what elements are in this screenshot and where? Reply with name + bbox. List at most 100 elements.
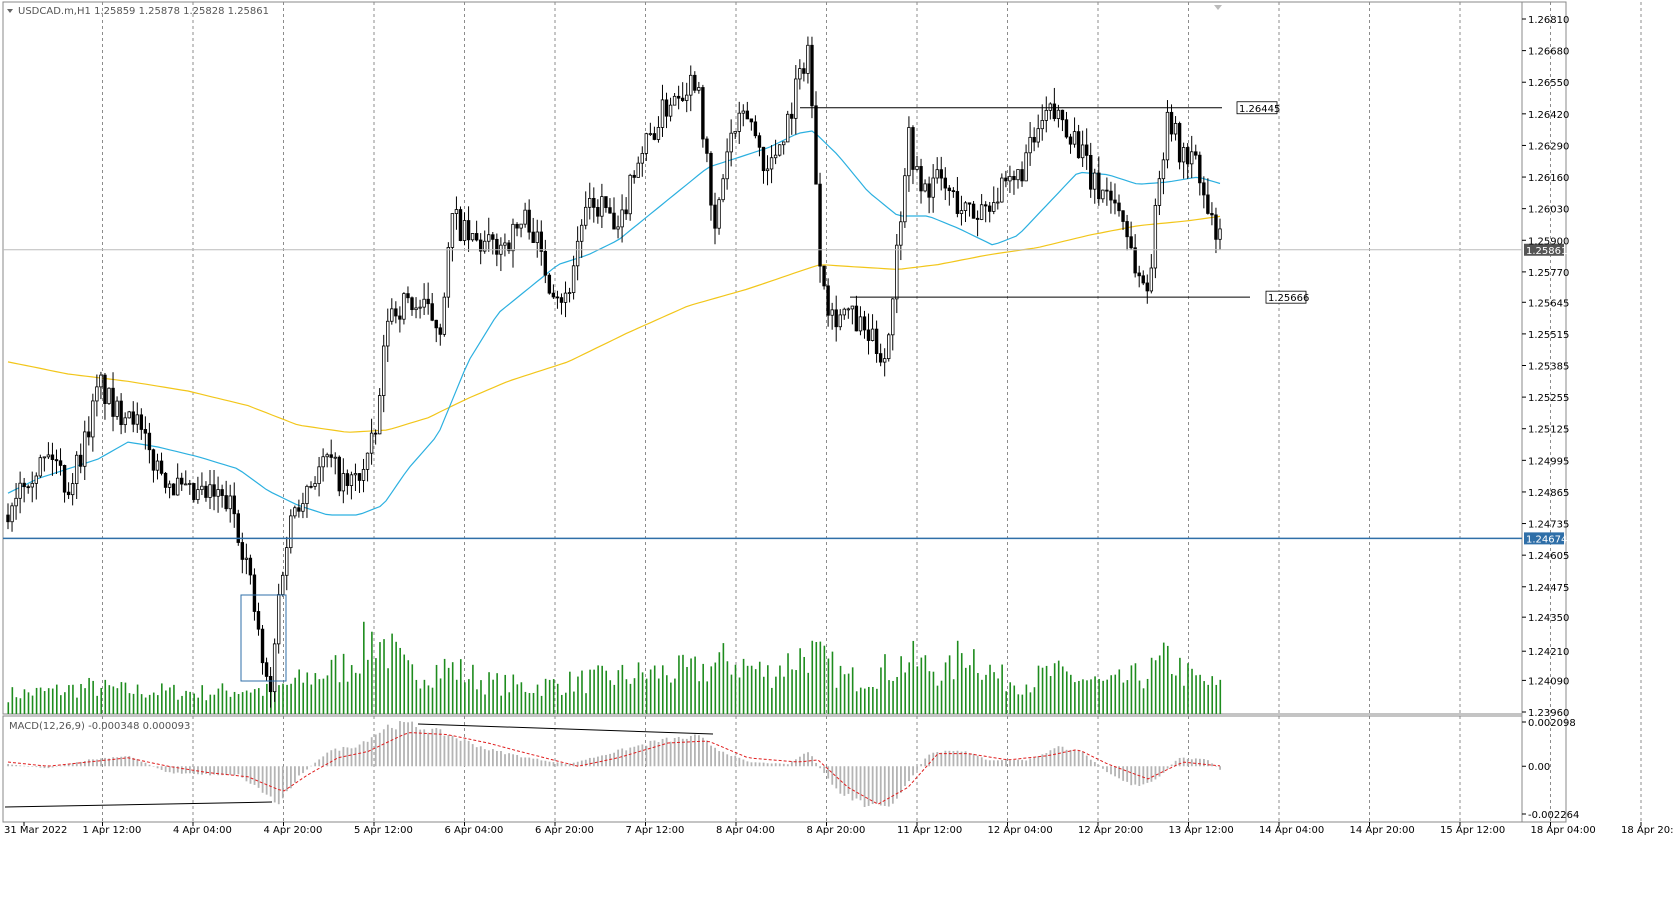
volume-bar bbox=[791, 669, 793, 714]
candle-body bbox=[1129, 236, 1133, 249]
volume-bar bbox=[185, 690, 187, 714]
volume-bar bbox=[1154, 660, 1157, 714]
candle-body bbox=[50, 454, 55, 460]
volume-bar bbox=[197, 697, 199, 714]
candle-body bbox=[196, 489, 200, 500]
macd-hist-bar bbox=[883, 766, 886, 806]
macd-hist-bar bbox=[1158, 766, 1161, 777]
volume-bar bbox=[47, 688, 50, 714]
macd-hist-bar bbox=[306, 766, 308, 770]
candle-body bbox=[1121, 210, 1125, 222]
candle-body bbox=[1117, 202, 1121, 212]
macd-hist-bar bbox=[928, 754, 931, 767]
volume-bar bbox=[169, 687, 171, 714]
volume-bar bbox=[661, 665, 664, 714]
volume-bar bbox=[653, 665, 656, 714]
macd-hist-bar bbox=[952, 751, 955, 767]
candle-body bbox=[454, 209, 459, 214]
volume-bar bbox=[969, 665, 971, 714]
volume-bar bbox=[565, 692, 567, 714]
macd-hist-bar bbox=[702, 737, 704, 767]
volume-bar bbox=[573, 691, 575, 714]
macd-hist-bar bbox=[492, 749, 494, 767]
candle-body bbox=[689, 74, 693, 96]
macd-hist-bar bbox=[968, 753, 971, 767]
volume-bar bbox=[302, 682, 305, 714]
volume-bar bbox=[217, 688, 220, 714]
candle-body bbox=[567, 292, 572, 294]
volume-bar bbox=[435, 664, 438, 714]
macd-hist-bar bbox=[552, 762, 555, 767]
volume-bar bbox=[209, 694, 212, 714]
volume-bar bbox=[108, 685, 111, 714]
candle-body bbox=[672, 95, 677, 106]
candle-body bbox=[204, 485, 208, 498]
volume-bar bbox=[690, 658, 692, 714]
macd-hist-bar bbox=[1085, 755, 1088, 767]
volume-bar bbox=[863, 688, 866, 714]
volume-bar bbox=[334, 655, 337, 714]
volume-bar bbox=[1110, 675, 1113, 714]
volume-bar bbox=[1171, 673, 1173, 714]
macd-hist-bar bbox=[23, 765, 26, 767]
candle-body bbox=[200, 485, 204, 491]
volume-bar bbox=[1061, 666, 1064, 714]
candle-body bbox=[1177, 123, 1182, 163]
candle-body bbox=[616, 226, 620, 230]
candle-body bbox=[701, 87, 705, 140]
macd-hist-bar bbox=[1013, 760, 1015, 767]
candle-body bbox=[95, 386, 99, 402]
candle-body bbox=[62, 465, 67, 493]
macd-hist-bar bbox=[992, 760, 995, 767]
macd-hist-bar bbox=[1089, 759, 1092, 767]
volume-bar bbox=[1082, 679, 1084, 714]
candle-body bbox=[1149, 267, 1154, 292]
candle-body bbox=[394, 308, 398, 317]
candle-body bbox=[559, 297, 564, 303]
candle-body bbox=[26, 486, 30, 489]
candle-body bbox=[313, 483, 317, 487]
macd-hist-bar bbox=[1203, 758, 1205, 767]
price-tick-label: 1.24605 bbox=[1528, 551, 1569, 562]
macd-hist-bar bbox=[637, 745, 640, 767]
volume-bar bbox=[544, 678, 547, 714]
macd-hist-bar bbox=[346, 747, 349, 767]
candle-body bbox=[903, 175, 907, 223]
volume-bar bbox=[1049, 676, 1052, 714]
candle-body bbox=[317, 466, 321, 484]
price-tick-label: 1.25900 bbox=[1528, 236, 1569, 247]
candle-body bbox=[612, 212, 616, 230]
candle-body bbox=[42, 456, 47, 459]
macd-hist-bar bbox=[790, 761, 793, 767]
candle-body bbox=[1206, 194, 1210, 214]
volume-bar bbox=[7, 702, 10, 714]
shift-marker-icon[interactable] bbox=[1214, 5, 1222, 10]
macd-hist-bar bbox=[1061, 746, 1064, 767]
macd-hist-bar bbox=[730, 756, 733, 767]
volume-bar bbox=[1191, 668, 1193, 714]
macd-hist-bar bbox=[694, 734, 696, 767]
volume-bar bbox=[613, 684, 616, 714]
macd-indicator: 0.002098 0.00 -0.002264 bbox=[4, 718, 1579, 821]
candle-body bbox=[624, 209, 628, 215]
price-tick-label: 1.26680 bbox=[1528, 47, 1569, 58]
macd-hist-bar bbox=[338, 750, 341, 767]
macd-hist-bar bbox=[734, 755, 737, 767]
volume-bar bbox=[104, 679, 107, 714]
macd-hist-bar bbox=[233, 766, 236, 776]
macd-hist-bar bbox=[1077, 750, 1080, 767]
price-levels[interactable]: 1.26445 1.25666 1.24674 1.25861 bbox=[3, 101, 1567, 682]
macd-hist-bar bbox=[758, 762, 761, 767]
volume-bar bbox=[306, 672, 309, 714]
macd-hist-bar bbox=[156, 766, 159, 769]
volume-bar bbox=[1086, 680, 1088, 714]
chart-menu-icon[interactable] bbox=[7, 9, 13, 13]
grid bbox=[102, 2, 1642, 822]
macd-hist-bar bbox=[754, 762, 757, 767]
volume-bar bbox=[496, 673, 498, 714]
macd-hist-bar bbox=[568, 763, 571, 767]
candle-body bbox=[887, 334, 891, 360]
volume-bar bbox=[88, 677, 90, 714]
